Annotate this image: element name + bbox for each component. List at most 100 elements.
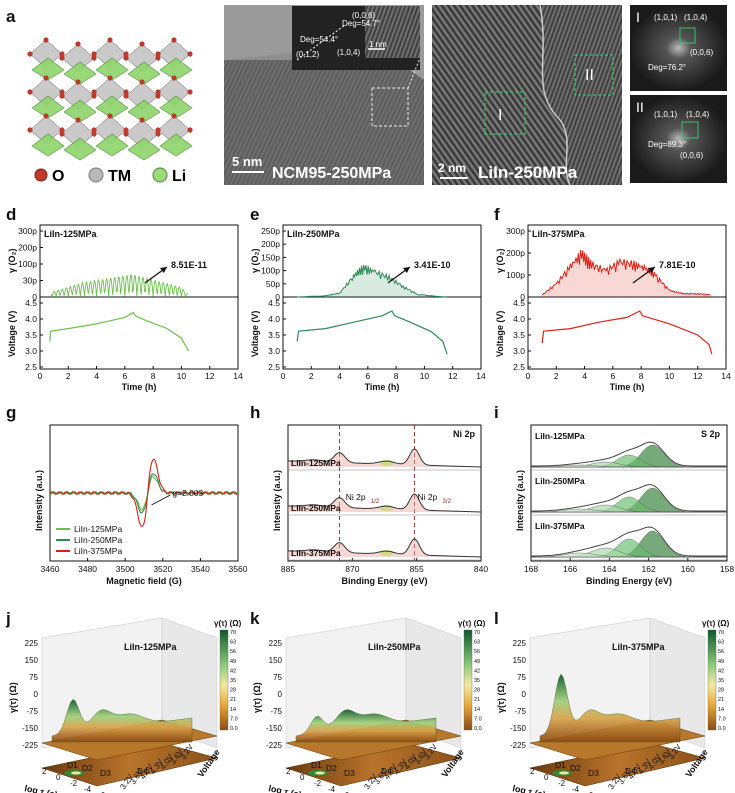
fft1-index-101: (1,0,1): [654, 13, 677, 22]
caption-c: LiIn-250MPa: [478, 163, 578, 182]
voltage-curve: [49, 311, 190, 352]
bottom-ytick-label: 2.5: [268, 362, 280, 372]
oxygen-atom: [59, 131, 65, 137]
colorbar: [707, 629, 717, 731]
xtick-label: 10: [665, 371, 675, 381]
x-tick-label: -6: [98, 791, 106, 793]
bottom-ytick-label: 4.0: [513, 314, 525, 324]
oxygen-atom: [123, 89, 129, 95]
bottom-ytick-label: 3.5: [25, 330, 37, 340]
z-tick-label: 150: [269, 656, 283, 665]
x-tick-label: -4: [84, 785, 92, 793]
chart-title: Ni 2p: [453, 429, 476, 439]
bottom-ytick-label: 4.5: [513, 298, 525, 308]
xtick-label: 8: [394, 371, 399, 381]
region-label-1: I: [498, 107, 502, 124]
oxygen-atom: [155, 127, 161, 133]
fft1-deg: Deg=76.2°: [648, 63, 686, 72]
xtick-label: 162: [642, 564, 656, 574]
z-axis-label: γ(τ) (Ω): [252, 682, 262, 713]
bottom-ytick-label: 3.5: [268, 330, 280, 340]
x-tick-label: -2: [558, 779, 566, 788]
top-ytick-label: 0: [32, 292, 37, 302]
li-octahedron: [159, 133, 193, 157]
floor-peak-core: [559, 771, 569, 775]
xtick-label: 2: [309, 371, 314, 381]
colorbar-tick-label: 70: [230, 630, 236, 636]
fit-area: [288, 448, 481, 467]
top-ytick-label: 30p: [23, 276, 37, 286]
oxygen-atom: [75, 117, 81, 123]
oxygen-atom: [91, 127, 97, 133]
inset-deg2: Deg=54.4°: [300, 35, 338, 44]
envelope-line: [530, 441, 727, 467]
annotation-label: 8.51E-11: [171, 260, 207, 270]
fft2-deg: Deg=89.3°: [648, 140, 686, 149]
x-tick-label: -6: [586, 791, 594, 793]
x-tick-label: 2: [286, 767, 291, 776]
voltage-curve: [541, 310, 713, 355]
peak-label-1-sub: 1/2: [371, 499, 380, 505]
bottom-y-axis-label: Voltage (V): [495, 311, 505, 357]
region-label: D4: [137, 766, 148, 776]
crystal-structure: [27, 37, 193, 161]
oxygen-atom: [91, 55, 97, 61]
xtick-label: 6: [122, 371, 127, 381]
top-ytick-label: 100p: [506, 270, 525, 280]
top-ytick-label: 200p: [506, 248, 525, 258]
gas-curve: [297, 264, 447, 298]
oxygen-atom: [59, 93, 65, 99]
bottom-ytick-label: 3.0: [513, 346, 525, 356]
bottom-ytick-label: 4.5: [268, 298, 280, 308]
top-ytick-label: 0: [275, 292, 280, 302]
fit-area: [288, 538, 481, 557]
oxygen-atom: [59, 51, 65, 57]
peak-label-2-sub: 3/2: [443, 499, 452, 505]
xtick-label: 870: [345, 564, 359, 574]
li-octahedron: [95, 95, 129, 119]
inset-scale-label: 1 nm: [369, 40, 387, 49]
x-axis-label: log τ (s): [24, 783, 59, 793]
region-label: D2: [326, 763, 337, 773]
chart-title: LiIn-375MPa: [532, 229, 586, 239]
bottom-y-axis-label: Voltage (V): [7, 311, 17, 357]
bottom-y-axis-label: Voltage (V): [250, 311, 260, 357]
xtick-label: 14: [721, 371, 731, 381]
chart-j: 225 150 75 0 -75 -150 -225 γ(τ) (Ω) LiIn-125MPa D…: [8, 617, 242, 793]
colorbar-tick-label: 21: [230, 697, 236, 703]
oxygen-atom: [43, 113, 49, 119]
tm-legend-icon: [88, 167, 104, 183]
annotation-arrowhead: [159, 267, 167, 273]
series-label: LiIn-250MPa: [535, 476, 585, 486]
epr-series-1: [49, 473, 239, 514]
x-tick-label: 0: [300, 773, 305, 782]
bottom-ytick-label: 3.0: [268, 346, 280, 356]
top-ytick-label: 0: [520, 292, 525, 302]
scale-label-c: 2 nm: [438, 161, 466, 175]
colorbar-tick-label: 14: [230, 707, 236, 713]
fit-area: [288, 493, 481, 512]
xtick-label: 840: [474, 564, 488, 574]
oxygen-atom: [139, 117, 145, 123]
top-ytick-label: 50p: [266, 279, 280, 289]
z-tick-label: 0: [278, 690, 283, 699]
y-axis-label: Intensity (a.u.): [34, 470, 44, 531]
scale-label-b: 5 nm: [232, 154, 262, 169]
legend-label: LiIn-125MPa: [74, 524, 122, 534]
chart-h: 885 870 855 840 Binding Energy (eV) Intensity…: [272, 424, 488, 586]
oxygen-atom: [187, 51, 193, 57]
voltage-curve: [296, 310, 448, 355]
panel-label-g: g: [6, 403, 16, 422]
chart-title: S 2p: [701, 429, 721, 439]
panel-label-l: l: [494, 609, 499, 628]
panel-label-f: f: [494, 205, 500, 224]
colorbar-tick-label: 56: [718, 649, 724, 655]
inset-index-104: (1,0,4): [337, 48, 360, 57]
x-tick-label: -2: [70, 779, 78, 788]
panel-label-d: d: [6, 205, 16, 224]
oxygen-atom: [155, 51, 161, 57]
chart-l: 225 150 75 0 -75 -150 -225 γ(τ) (Ω) LiIn-375MPa D…: [496, 617, 730, 793]
oxygen-atom: [59, 55, 65, 61]
